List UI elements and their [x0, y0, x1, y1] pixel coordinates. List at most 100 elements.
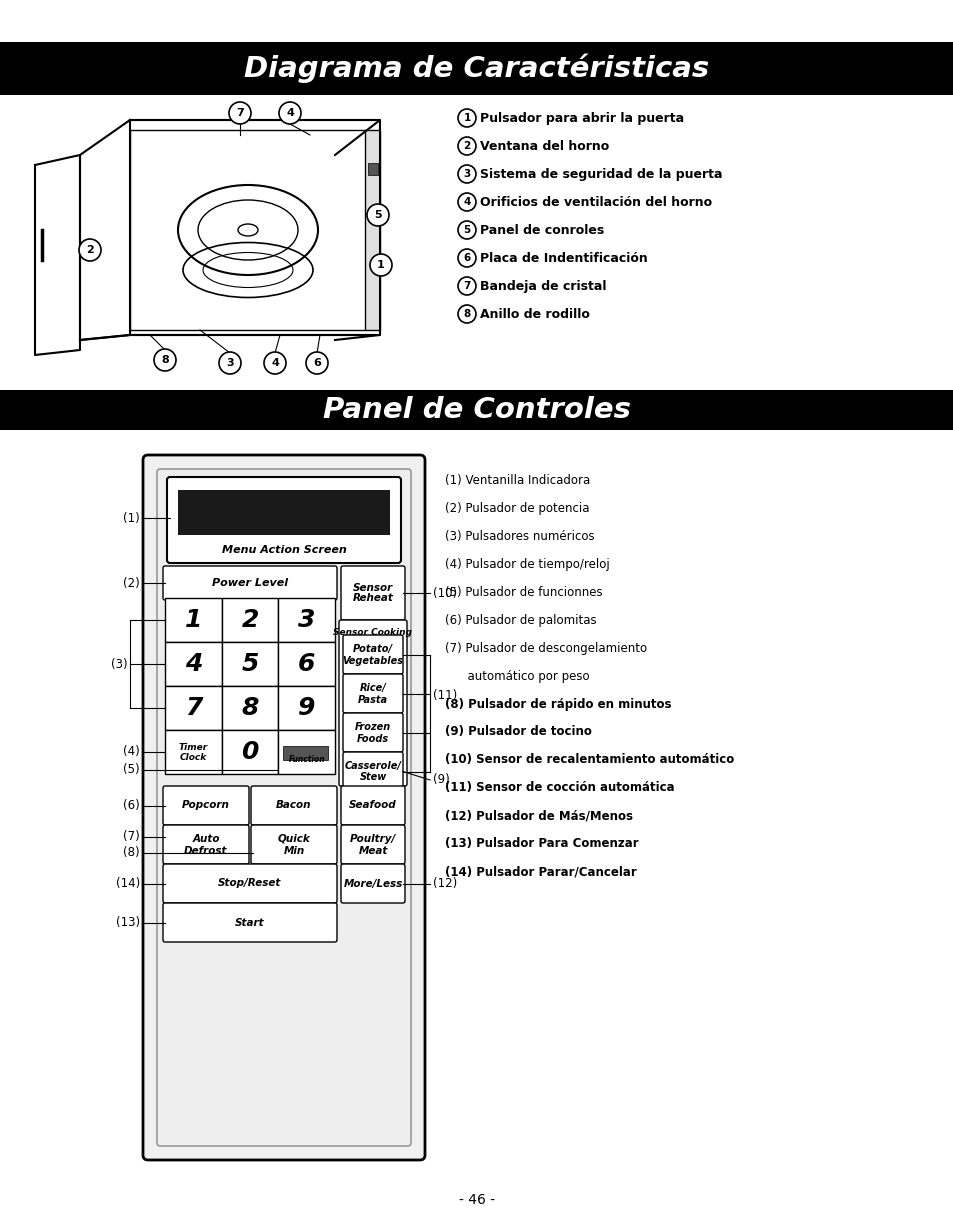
FancyBboxPatch shape [343, 674, 402, 713]
Text: 6: 6 [313, 358, 320, 368]
Text: 5: 5 [374, 210, 381, 219]
Text: (11): (11) [433, 689, 456, 702]
Text: (13): (13) [115, 915, 140, 929]
Text: 1: 1 [185, 608, 202, 631]
Bar [0, 41, 953, 95]
Text: 5: 5 [241, 652, 258, 677]
Text: (1) Ventanilla Indicadora: (1) Ventanilla Indicadora [444, 473, 590, 486]
Text: Menu Action Screen: Menu Action Screen [221, 545, 346, 555]
FancyBboxPatch shape [340, 566, 405, 620]
Bar [278, 730, 335, 774]
Text: 3: 3 [297, 608, 315, 631]
Text: 3: 3 [226, 358, 233, 368]
Bar [0, 390, 953, 430]
Text: - 46 -: - 46 - [458, 1193, 495, 1207]
Text: Sensor: Sensor [353, 583, 393, 592]
Text: (4): (4) [123, 746, 140, 758]
Circle shape [153, 349, 175, 371]
Text: Poultry/: Poultry/ [350, 834, 395, 844]
Text: 6: 6 [297, 652, 315, 677]
Text: 3: 3 [463, 169, 470, 179]
Text: 4: 4 [463, 197, 470, 207]
Text: 8: 8 [161, 355, 169, 364]
Text: (13) Pulsador Para Comenzar: (13) Pulsador Para Comenzar [444, 837, 638, 851]
Circle shape [457, 277, 476, 295]
Text: Pulsador para abrir la puerta: Pulsador para abrir la puerta [479, 111, 683, 124]
Text: Orificios de ventilación del horno: Orificios de ventilación del horno [479, 195, 711, 208]
Text: (9): (9) [433, 774, 449, 786]
Bar [278, 642, 335, 686]
Text: 5: 5 [463, 226, 470, 235]
Text: 2: 2 [86, 245, 93, 255]
Bar [278, 686, 335, 730]
Text: Function: Function [288, 755, 325, 763]
Text: Seafood: Seafood [349, 801, 396, 811]
Text: Stew: Stew [359, 773, 386, 783]
Bar [221, 599, 278, 642]
Text: 8: 8 [463, 308, 470, 319]
Text: Placa de Indentificación: Placa de Indentificación [479, 251, 647, 265]
Text: Bandeja de cristal: Bandeja de cristal [479, 279, 606, 293]
FancyBboxPatch shape [163, 786, 249, 825]
Text: 4: 4 [286, 108, 294, 118]
Bar [178, 490, 390, 535]
Text: (4) Pulsador de tiempo/reloj: (4) Pulsador de tiempo/reloj [444, 557, 609, 570]
Text: (10): (10) [433, 586, 456, 600]
Text: (2): (2) [123, 577, 140, 590]
Text: Foods: Foods [356, 734, 389, 744]
Text: Auto: Auto [193, 834, 219, 844]
Text: Anillo de rodillo: Anillo de rodillo [479, 307, 589, 321]
Bar [221, 642, 278, 686]
Text: Power Level: Power Level [212, 578, 288, 588]
Text: Ventana del horno: Ventana del horno [479, 139, 609, 152]
Text: (6) Pulsador de palomitas: (6) Pulsador de palomitas [444, 613, 596, 627]
Text: 7: 7 [185, 696, 202, 720]
Text: Frozen: Frozen [355, 722, 391, 731]
Text: (7): (7) [123, 830, 140, 844]
Bar [221, 730, 278, 774]
Text: Panel de conroles: Panel de conroles [479, 223, 603, 236]
FancyBboxPatch shape [163, 903, 336, 942]
FancyBboxPatch shape [167, 477, 400, 563]
Text: Panel de Controles: Panel de Controles [323, 396, 630, 424]
Text: Sensor Cooking: Sensor Cooking [334, 628, 412, 636]
Circle shape [457, 221, 476, 239]
Bar [278, 599, 335, 642]
FancyBboxPatch shape [251, 825, 336, 864]
Text: Min: Min [283, 846, 304, 856]
Text: Quick: Quick [277, 834, 310, 844]
Text: Reheat: Reheat [353, 592, 393, 603]
Text: (2) Pulsador de potencia: (2) Pulsador de potencia [444, 501, 589, 514]
Text: (11) Sensor de cocción automática: (11) Sensor de cocción automática [444, 781, 674, 795]
Bar [365, 130, 379, 330]
Circle shape [457, 193, 476, 211]
Text: 2: 2 [463, 141, 470, 151]
Circle shape [370, 254, 392, 275]
Text: (12) Pulsador de Más/Menos: (12) Pulsador de Más/Menos [444, 809, 633, 823]
Text: Start: Start [235, 918, 265, 928]
FancyBboxPatch shape [143, 455, 424, 1160]
Bar [165, 730, 221, 774]
Text: 8: 8 [241, 696, 258, 720]
FancyBboxPatch shape [163, 566, 336, 600]
Text: More/Less: More/Less [343, 879, 402, 889]
Text: Meat: Meat [358, 846, 387, 856]
Bar [165, 599, 221, 642]
Text: 7: 7 [236, 108, 244, 118]
Text: 1: 1 [463, 113, 470, 123]
Text: (1): (1) [123, 512, 140, 524]
Text: Potato/: Potato/ [353, 644, 393, 653]
Text: (8) Pulsador de rápido en minutos: (8) Pulsador de rápido en minutos [444, 697, 671, 711]
Circle shape [457, 165, 476, 183]
Circle shape [278, 102, 301, 124]
Text: Bacon: Bacon [276, 801, 312, 811]
Text: (7) Pulsador de descongelamiento: (7) Pulsador de descongelamiento [444, 641, 646, 655]
Text: 2: 2 [241, 608, 258, 631]
Bar [165, 642, 221, 686]
Bar [368, 163, 377, 176]
Text: (8): (8) [123, 846, 140, 859]
FancyBboxPatch shape [340, 786, 405, 825]
Text: (3) Pulsadores numéricos: (3) Pulsadores numéricos [444, 529, 594, 542]
FancyBboxPatch shape [157, 469, 411, 1146]
Text: Pasta: Pasta [357, 695, 388, 705]
